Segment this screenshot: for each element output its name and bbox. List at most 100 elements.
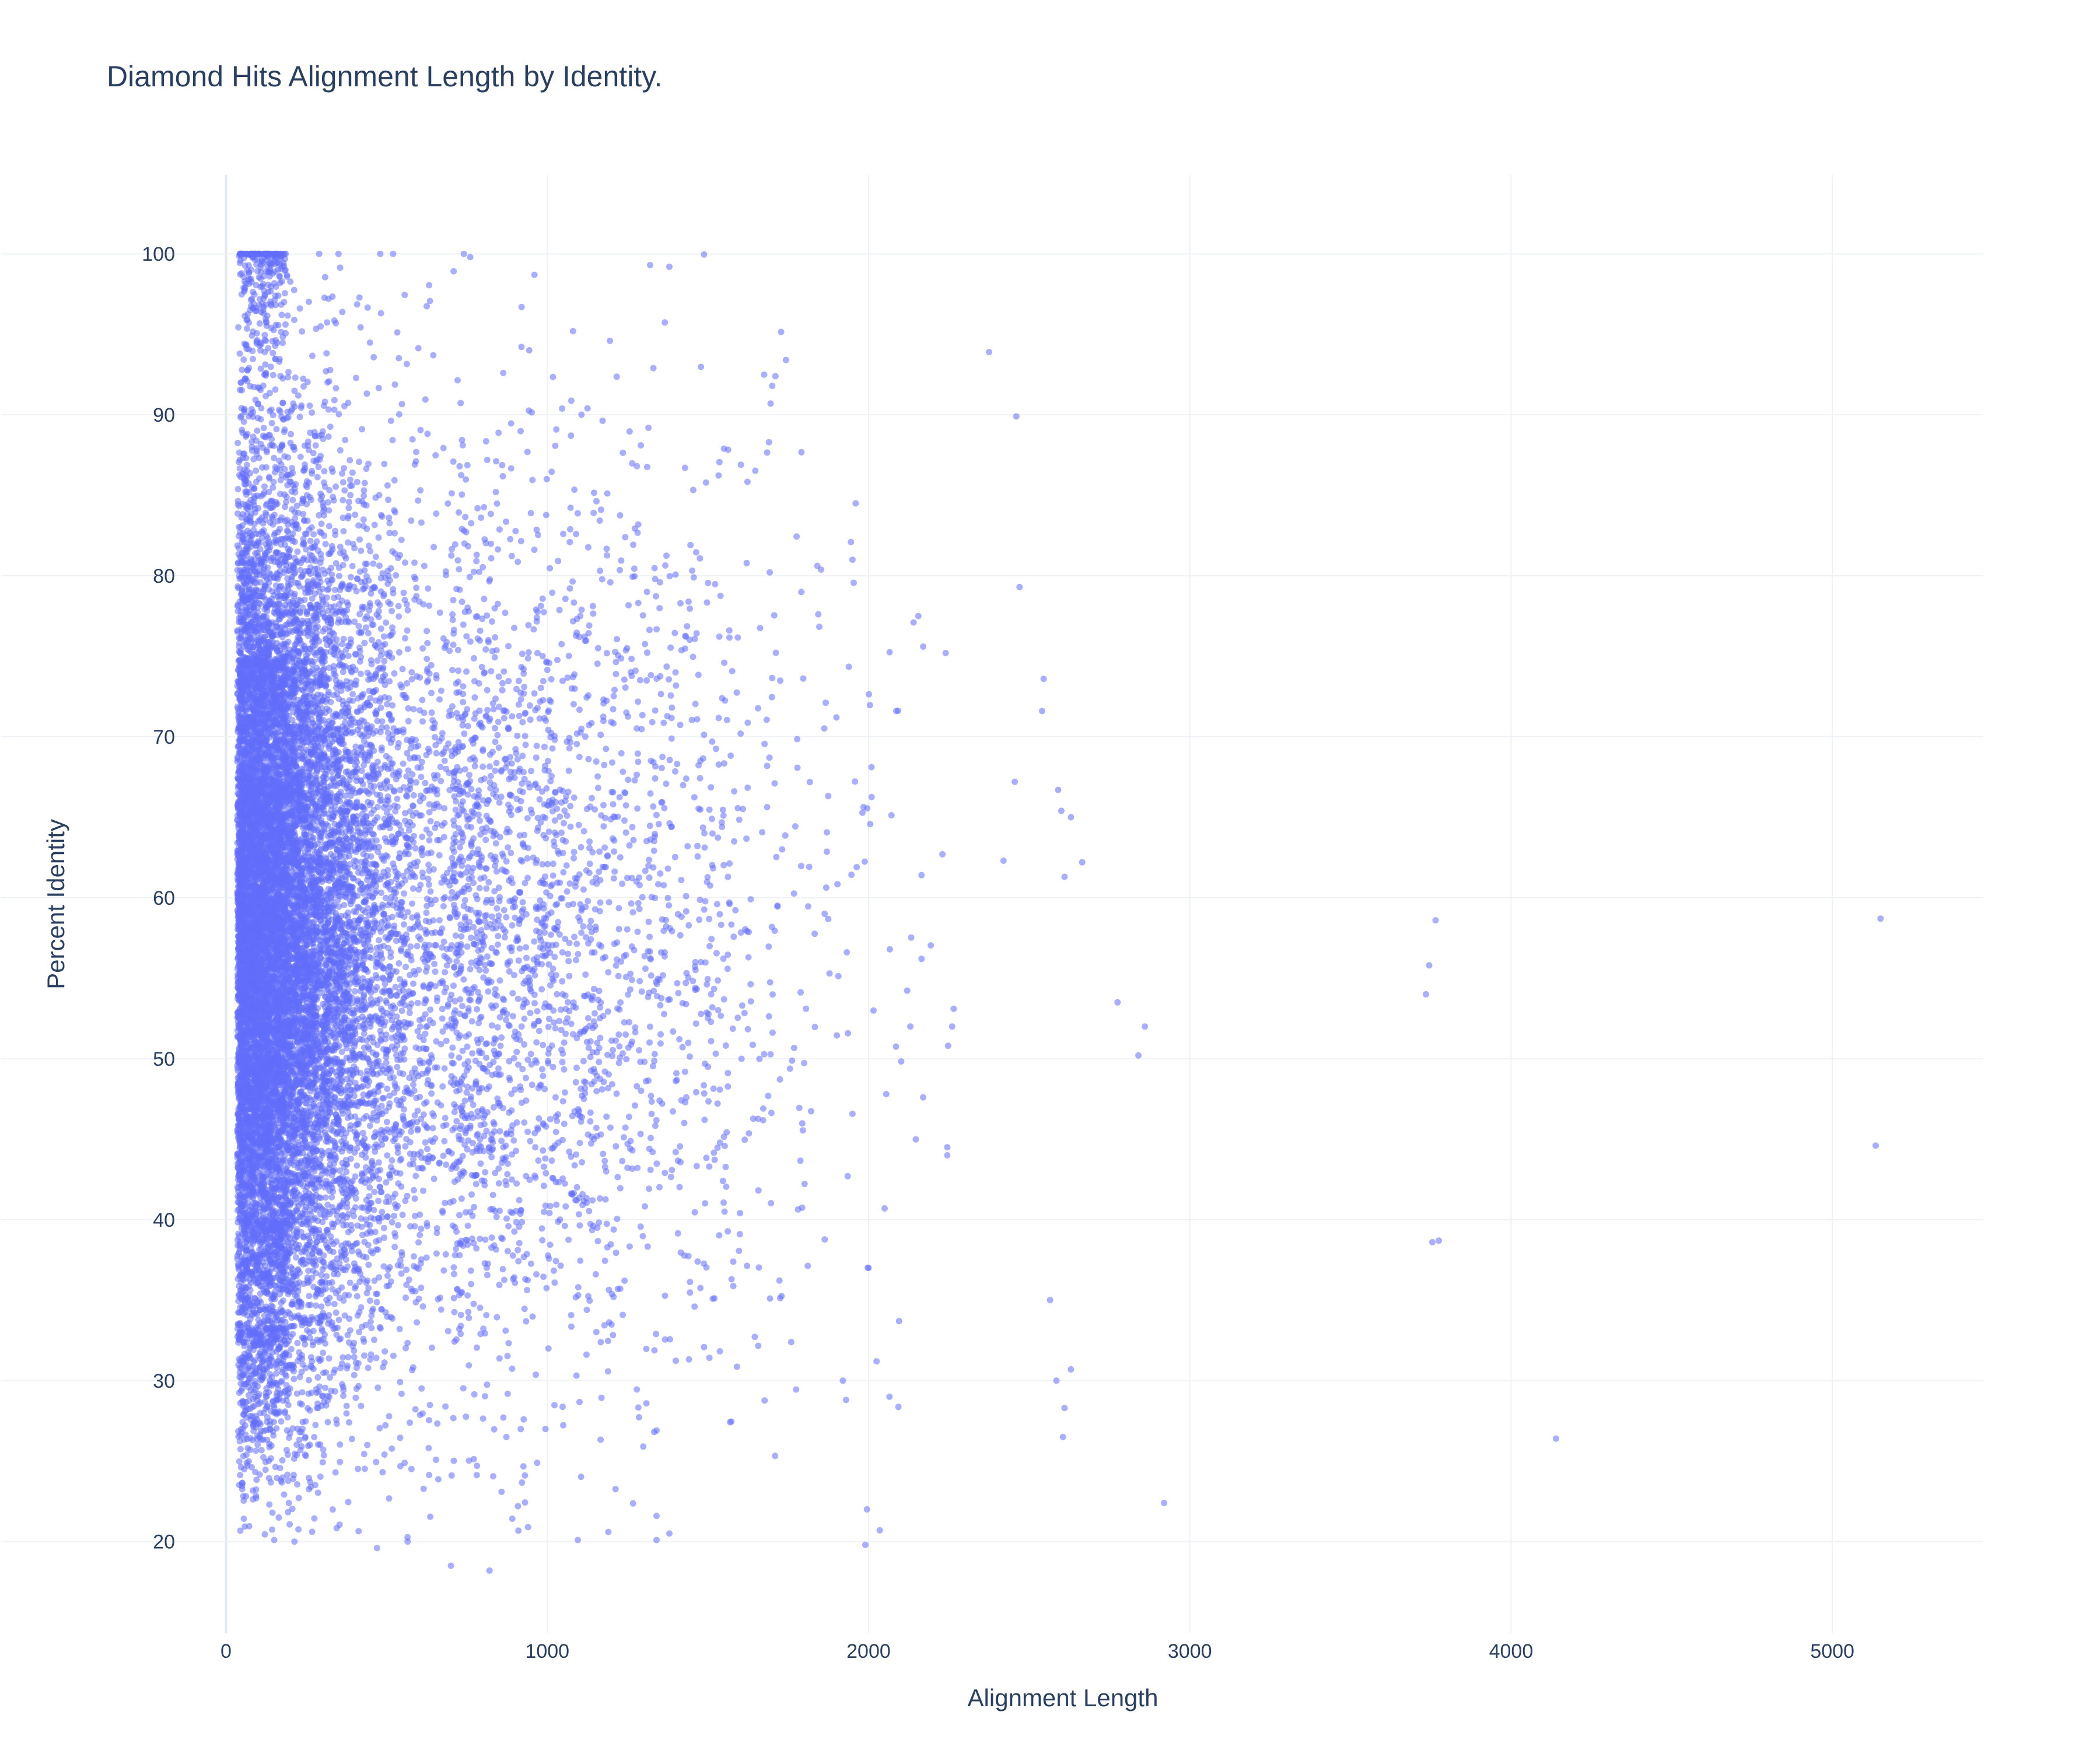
data-point	[346, 1419, 352, 1426]
data-point	[424, 1223, 430, 1230]
data-point	[345, 653, 352, 659]
data-point	[360, 850, 367, 858]
data-point	[366, 1184, 373, 1191]
data-point	[675, 990, 682, 996]
data-point	[340, 1297, 347, 1304]
data-point	[443, 946, 450, 953]
data-point	[544, 860, 551, 867]
data-point	[404, 1339, 411, 1346]
data-point	[356, 459, 363, 466]
data-point	[414, 943, 421, 950]
data-point	[373, 1298, 380, 1306]
grid	[1, 175, 1983, 1633]
data-point	[374, 718, 381, 724]
data-point	[444, 1328, 452, 1335]
data-point	[329, 1286, 336, 1293]
data-point	[341, 902, 348, 908]
data-point	[358, 1402, 365, 1409]
data-point	[539, 1237, 546, 1244]
data-point	[332, 1469, 339, 1476]
data-point	[426, 1402, 433, 1409]
data-point	[403, 1266, 410, 1273]
data-point	[415, 345, 422, 352]
data-point	[424, 303, 430, 310]
data-point	[332, 1309, 340, 1316]
data-point	[295, 392, 302, 399]
data-point	[503, 914, 510, 921]
data-point	[572, 1079, 579, 1086]
data-point	[395, 603, 402, 610]
data-point	[365, 542, 372, 550]
data-point	[375, 534, 382, 541]
data-point	[287, 278, 294, 285]
data-point	[340, 497, 346, 503]
data-point	[438, 879, 445, 886]
data-point	[450, 982, 457, 989]
data-point	[499, 1266, 506, 1273]
data-point	[494, 905, 501, 912]
data-point	[281, 1491, 288, 1498]
data-point	[386, 1413, 393, 1420]
data-point	[295, 1494, 302, 1502]
data-point	[391, 507, 398, 514]
data-point	[527, 510, 534, 517]
data-point	[342, 792, 348, 799]
data-point	[404, 607, 411, 614]
data-point	[318, 1303, 325, 1310]
data-point	[651, 1051, 658, 1058]
data-point	[399, 1212, 406, 1219]
data-point	[496, 834, 503, 841]
data-point	[437, 764, 444, 771]
data-point	[302, 461, 308, 468]
data-point	[360, 1338, 368, 1345]
data-point	[324, 319, 331, 326]
data-point	[692, 701, 699, 708]
data-point	[310, 531, 317, 538]
data-point	[539, 595, 546, 602]
data-point	[559, 405, 566, 412]
data-point	[314, 474, 321, 481]
data-point	[491, 1426, 498, 1433]
data-point	[698, 1010, 705, 1017]
data-point	[365, 630, 372, 636]
data-point	[261, 1531, 268, 1538]
data-point	[262, 1466, 269, 1474]
data-point	[420, 1187, 426, 1194]
data-point	[561, 1089, 568, 1096]
data-point	[583, 1351, 590, 1358]
data-point	[428, 1090, 435, 1097]
data-point	[335, 411, 342, 418]
scatter-points	[234, 250, 1884, 1574]
data-point	[502, 1016, 509, 1023]
data-point	[279, 340, 286, 346]
data-point	[453, 1118, 460, 1125]
data-point	[400, 760, 407, 767]
data-point	[277, 373, 284, 380]
data-point	[616, 794, 623, 801]
data-point	[337, 264, 344, 271]
data-point	[291, 538, 298, 545]
data-point	[308, 1364, 315, 1371]
data-point	[397, 1378, 404, 1385]
data-point	[475, 787, 482, 794]
data-point	[423, 1254, 430, 1261]
data-point	[346, 477, 354, 483]
data-point	[361, 1352, 368, 1359]
data-point	[384, 1213, 391, 1220]
data-point	[356, 1329, 363, 1336]
data-point	[289, 1331, 296, 1338]
data-point	[259, 464, 265, 471]
data-point	[303, 546, 310, 553]
data-point	[349, 691, 356, 698]
data-point	[355, 498, 362, 505]
data-point	[320, 1452, 327, 1459]
data-point	[366, 1297, 373, 1304]
data-point	[235, 324, 242, 331]
data-point	[416, 707, 423, 714]
data-point	[364, 304, 371, 311]
data-point	[296, 414, 303, 421]
data-point	[243, 461, 250, 468]
data-point	[398, 1007, 405, 1014]
data-point	[328, 1194, 335, 1200]
